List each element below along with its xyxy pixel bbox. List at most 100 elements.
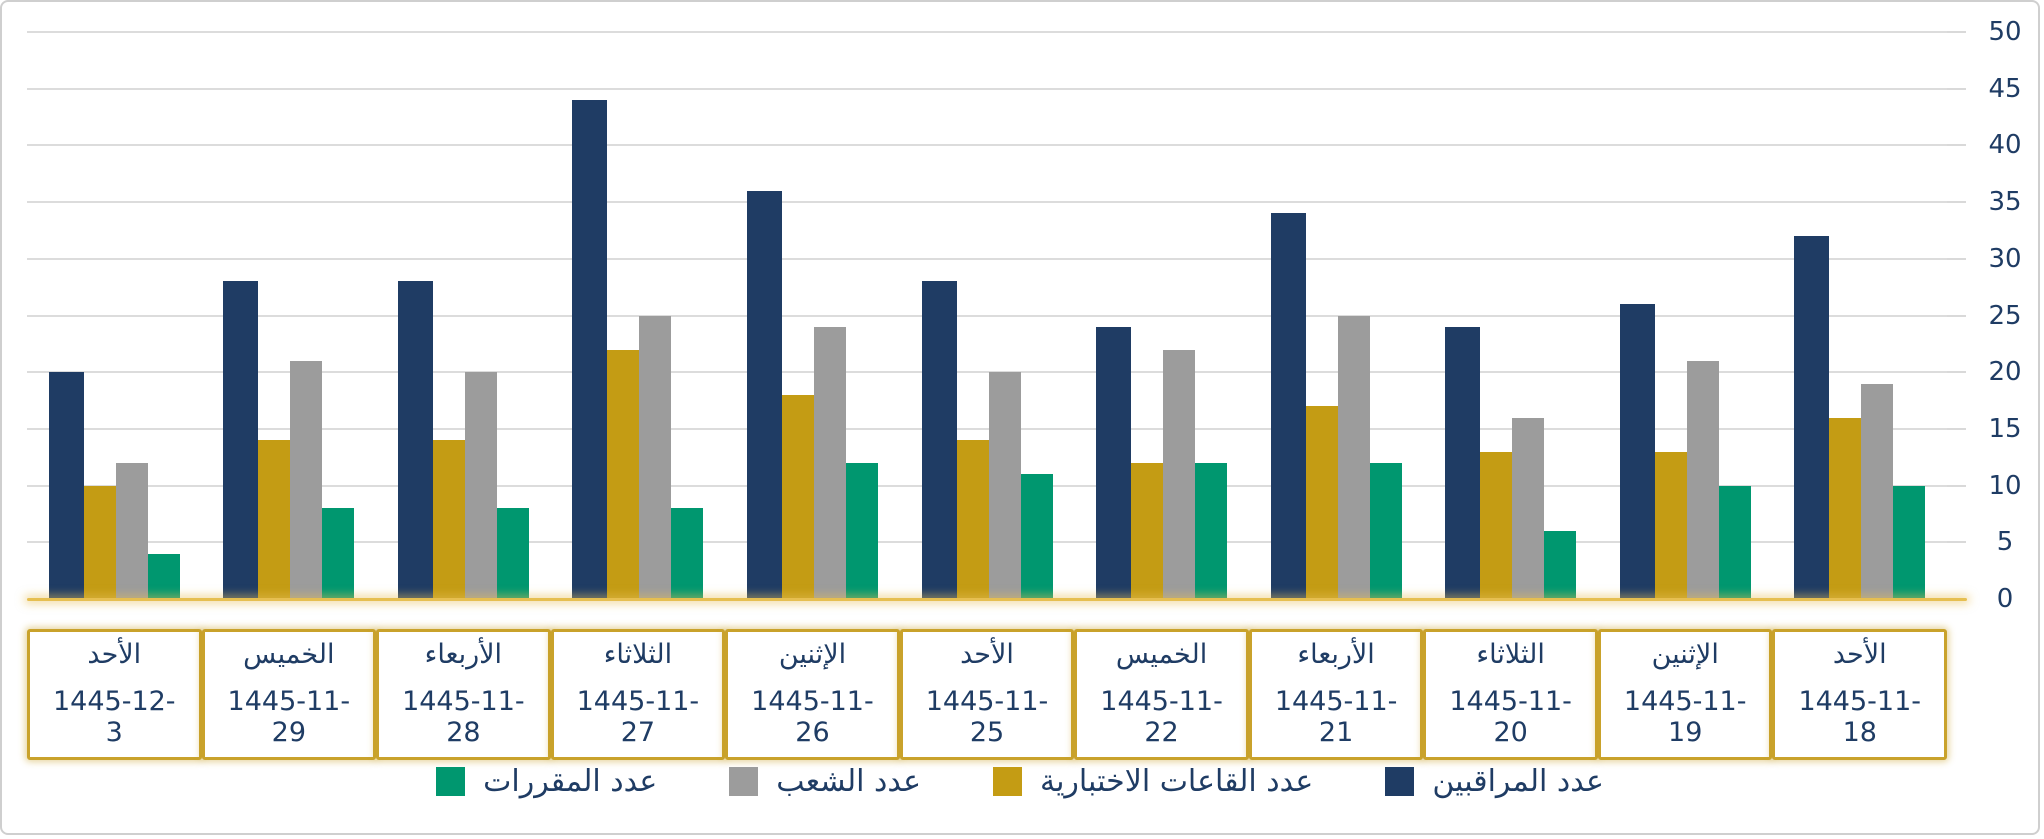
bar-sections-1445-11-25[interactable]: [988, 372, 1021, 599]
bar-courses-1445-11-22[interactable]: [1195, 462, 1228, 599]
bar-exam-halls-1445-11-18[interactable]: [1829, 417, 1862, 599]
bar-group-1445-11-25: [900, 32, 1075, 599]
gridline-y25: [27, 315, 1947, 317]
bar-exam-halls-1445-11-25[interactable]: [956, 440, 989, 599]
x-label-slot: الأربعاء 1445-11-28: [376, 629, 551, 760]
bar-group-1445-11-21: [1249, 32, 1424, 599]
bar-exam-halls-1445-12-3[interactable]: [83, 485, 116, 599]
bar-supervisors-1445-11-19[interactable]: [1619, 304, 1655, 599]
bar-sections-1445-11-28[interactable]: [464, 372, 497, 599]
date-label-box-1445-11-18[interactable]: الأحد 1445-11-18: [1772, 629, 1948, 760]
y-tick-35: [1947, 201, 1966, 203]
bar-exam-halls-1445-11-21[interactable]: [1305, 406, 1338, 599]
bar-courses-1445-12-3[interactable]: [147, 553, 180, 599]
hijri-date: 1445-11-25: [925, 686, 1049, 748]
bar-courses-1445-11-19[interactable]: [1718, 485, 1751, 599]
date-label-box-1445-11-19[interactable]: الإثنين 1445-11-19: [1597, 629, 1773, 760]
date-label-box-1445-11-27[interactable]: الثلاثاء 1445-11-27: [550, 629, 726, 760]
hijri-date: 1445-11-18: [1798, 686, 1922, 748]
x-label-slot: الثلاثاء 1445-11-20: [1423, 629, 1598, 760]
bar-sections-1445-11-18[interactable]: [1861, 383, 1894, 599]
y-axis-label-10: 10: [1988, 471, 2022, 501]
bar-supervisors-1445-11-18[interactable]: [1794, 236, 1830, 599]
x-label-slot: الإثنين 1445-11-19: [1597, 629, 1773, 760]
legend-item-supervisors[interactable]: عدد المراقبين: [1385, 764, 1604, 799]
bar-supervisors-1445-11-27[interactable]: [572, 100, 608, 599]
bar-supervisors-1445-11-25[interactable]: [921, 281, 957, 599]
day-name: الأربعاء: [424, 639, 503, 670]
bar-courses-1445-11-25[interactable]: [1020, 474, 1053, 599]
date-label-box-1445-11-20[interactable]: الثلاثاء 1445-11-20: [1423, 629, 1598, 760]
bar-exam-halls-1445-11-27[interactable]: [607, 349, 640, 599]
y-axis-label-25: 25: [1988, 301, 2022, 331]
x-label-slot: الأربعاء 1445-11-21: [1248, 629, 1424, 760]
bar-sections-1445-11-27[interactable]: [639, 315, 672, 599]
date-label-box-1445-11-28[interactable]: الأربعاء 1445-11-28: [376, 629, 551, 760]
date-label-box-1445-11-22[interactable]: الخميس 1445-11-22: [1074, 629, 1249, 760]
y-tick-50: [1947, 31, 1966, 33]
hijri-date: 1445-11-20: [1449, 686, 1572, 748]
bar-supervisors-1445-12-3[interactable]: [48, 372, 84, 599]
x-label-slot: الخميس 1445-11-29: [201, 629, 377, 760]
bar-supervisors-1445-11-29[interactable]: [223, 281, 259, 599]
bar-courses-1445-11-29[interactable]: [322, 508, 355, 599]
hijri-date: 1445-11-21: [1274, 686, 1398, 748]
x-axis-baseline: [27, 598, 1967, 601]
date-label-box-1445-11-26[interactable]: الإثنين 1445-11-26: [725, 629, 900, 760]
legend-label-sections: عدد الشعب: [776, 764, 921, 799]
bar-courses-1445-11-18[interactable]: [1893, 485, 1926, 599]
legend-item-courses[interactable]: عدد المقررات: [436, 764, 657, 799]
day-name: الإثنين: [1651, 639, 1719, 670]
gridline-y15: [27, 428, 1947, 430]
bar-exam-halls-1445-11-29[interactable]: [258, 440, 291, 599]
hijri-date: 1445-12-3: [52, 686, 176, 748]
bar-courses-1445-11-28[interactable]: [496, 508, 529, 599]
legend-swatch-courses: [436, 767, 466, 796]
day-name: الأحد: [960, 639, 1014, 670]
day-name: الثلاثاء: [1476, 639, 1545, 670]
day-name: الأربعاء: [1297, 639, 1375, 670]
bar-courses-1445-11-20[interactable]: [1544, 530, 1577, 599]
legend-item-sections[interactable]: عدد الشعب: [729, 764, 921, 799]
y-tick-25: [1947, 315, 1966, 317]
y-tick-5: [1947, 541, 1966, 543]
bar-supervisors-1445-11-21[interactable]: [1270, 213, 1306, 599]
bar-supervisors-1445-11-22[interactable]: [1096, 326, 1132, 599]
bar-sections-1445-11-20[interactable]: [1512, 417, 1545, 599]
y-axis-label-50: 50: [1988, 17, 2022, 47]
bar-exam-halls-1445-11-26[interactable]: [781, 394, 814, 599]
bar-sections-1445-11-22[interactable]: [1163, 349, 1196, 599]
hijri-date: 1445-11-29: [227, 686, 351, 748]
bar-sections-1445-11-21[interactable]: [1337, 315, 1370, 599]
bar-courses-1445-11-21[interactable]: [1369, 462, 1402, 599]
y-axis-label-40: 40: [1988, 130, 2022, 160]
bar-courses-1445-11-27[interactable]: [671, 508, 704, 599]
date-label-box-1445-12-3[interactable]: الأحد 1445-12-3: [27, 629, 202, 760]
bar-exam-halls-1445-11-19[interactable]: [1654, 451, 1687, 599]
bar-sections-1445-11-26[interactable]: [813, 326, 846, 599]
bar-supervisors-1445-11-28[interactable]: [397, 281, 433, 599]
x-label-slot: الأحد 1445-11-25: [899, 629, 1075, 760]
hijri-date: 1445-11-28: [402, 686, 525, 748]
day-name: الإثنين: [778, 639, 847, 670]
y-axis-label-5: 5: [1996, 527, 2014, 557]
bar-exam-halls-1445-11-22[interactable]: [1131, 462, 1164, 599]
bar-supervisors-1445-11-20[interactable]: [1445, 326, 1481, 599]
bar-sections-1445-11-29[interactable]: [290, 360, 323, 599]
day-name: الأحد: [1832, 639, 1887, 670]
bar-supervisors-1445-11-26[interactable]: [746, 190, 782, 599]
bar-exam-halls-1445-11-20[interactable]: [1480, 451, 1513, 599]
date-label-box-1445-11-25[interactable]: الأحد 1445-11-25: [899, 629, 1075, 760]
date-label-box-1445-11-21[interactable]: الأربعاء 1445-11-21: [1248, 629, 1424, 760]
x-label-slot: الإثنين 1445-11-26: [725, 629, 900, 760]
y-axis-label-0: 0: [1996, 584, 2014, 614]
bar-exam-halls-1445-11-28[interactable]: [432, 440, 465, 599]
bar-sections-1445-12-3[interactable]: [115, 462, 148, 599]
bar-courses-1445-11-26[interactable]: [845, 462, 878, 599]
date-label-box-1445-11-29[interactable]: الخميس 1445-11-29: [201, 629, 377, 760]
bar-sections-1445-11-19[interactable]: [1686, 360, 1719, 599]
hijri-date: 1445-11-26: [751, 686, 874, 748]
hijri-date: 1445-11-19: [1623, 686, 1747, 748]
legend-item-exam-halls[interactable]: عدد القاعات الاختبارية: [993, 764, 1313, 799]
x-label-slot: الخميس 1445-11-22: [1074, 629, 1249, 760]
